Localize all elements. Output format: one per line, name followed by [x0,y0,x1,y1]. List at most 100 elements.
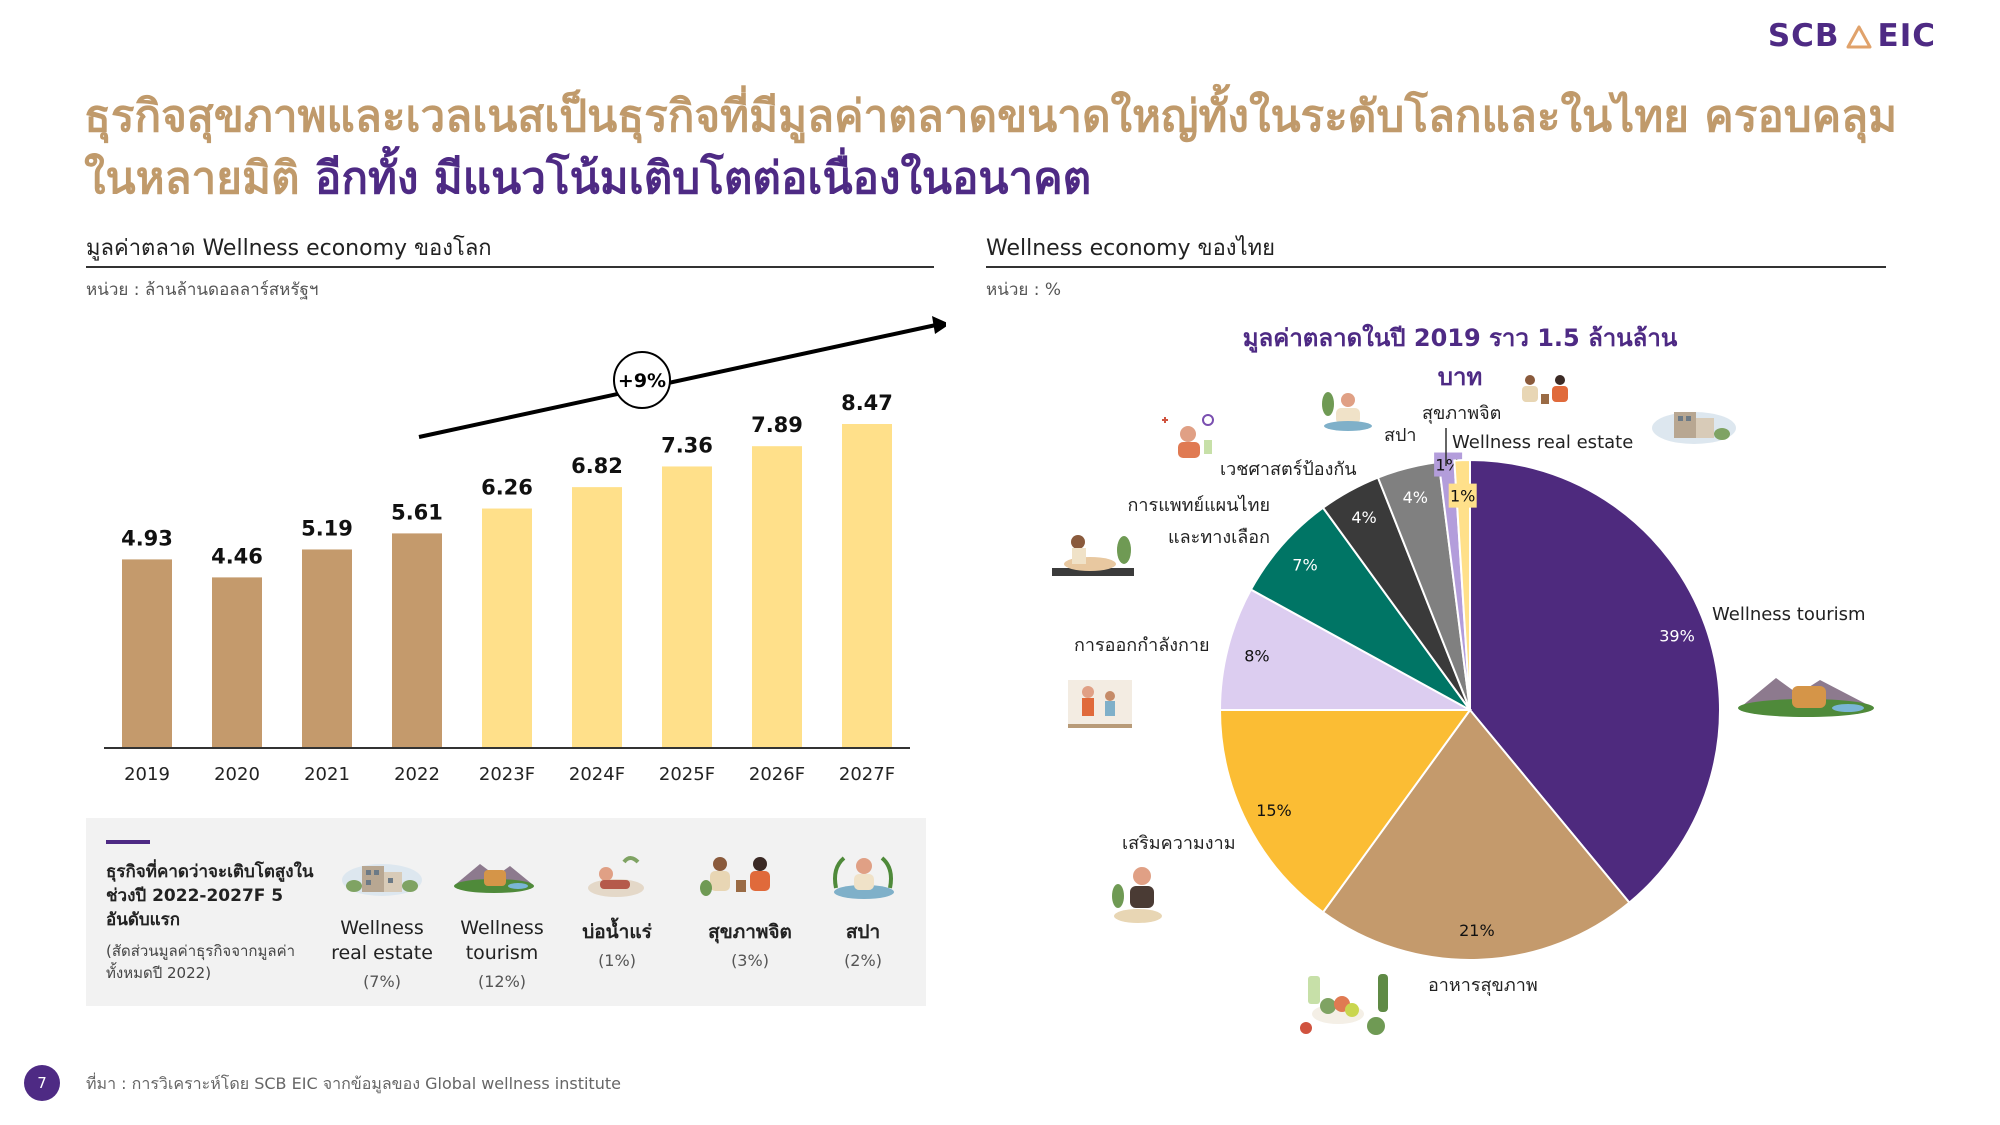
pie-slice [1218,588,1471,711]
growth-item-pct: (7%) [363,972,401,991]
pie-label-preventive-medicine: เวชศาสตร์ป้องกัน [1220,459,1357,480]
traditional-medicine-illustration [1052,535,1134,576]
bar-2024F [572,487,622,748]
growth-item-real-estate: Wellness real estate (7%) [317,916,447,991]
bar-value-label: 7.36 [661,433,713,457]
x-tick-label: 2024F [569,764,625,785]
growth-item-tourism: Wellness tourism (12%) [437,916,567,991]
x-tick-label: 2022 [394,764,440,785]
growth-item-pct: (12%) [477,972,527,991]
spa-illustration [833,856,894,899]
world-market-divider [86,266,934,268]
pie-value-label: 1% [1450,487,1475,506]
bar-value-label: 4.93 [121,526,173,550]
x-tick-label: 2027F [839,764,895,785]
top-growth-note: (สัดส่วนมูลค่าธุรกิจจากมูลค่าทั้งหมดปี 2… [106,942,296,982]
bar-2027F [842,424,892,748]
page-number: 7 [24,1065,60,1101]
thai-market-unit: หน่วย : % [986,280,1062,300]
world-wellness-bar-chart: 4.93 2019 4.46 2020 5.19 2021 5.61 2022 6.26 2023… [104,316,946,785]
growth-item-spa: สปา (2%) [798,920,928,970]
bar-2026F [752,446,802,748]
pie-label-healthy-food: อาหารสุขภาพ [1428,975,1538,996]
top-growth-panel [86,818,926,1006]
preventive-medicine-illustration [1162,414,1214,458]
thai-wellness-pie-chart: 39%21%15%8%7%4%4%1%1% [1218,452,1721,961]
bar-2023F [482,508,532,748]
pie-label-spa: สปา [1384,425,1417,446]
growth-item-name: Wellness real estate [331,917,433,964]
bar-value-label: 5.61 [391,500,443,524]
thai-market-divider [986,266,1886,268]
pie-label-wellness-tourism: Wellness tourism [1712,604,1866,625]
bar-value-label: 8.47 [841,391,893,415]
pie-value-label: 39% [1659,626,1695,645]
exercise-illustration [1068,680,1132,728]
growth-item-pct: (2%) [844,951,882,970]
top-growth-title: ธุรกิจที่คาดว่าจะเติบโตสูงในช่วงปี 2022-… [106,862,314,930]
growth-item-name: บ่อน้ำแร่ [582,921,652,943]
pie-value-label: 8% [1244,646,1269,665]
beauty-illustration [1112,867,1162,923]
x-tick-label: 2026F [749,764,805,785]
real-estate-illustration [342,864,422,896]
x-tick-label: 2019 [124,764,170,785]
logo-scb-text: SCB [1767,18,1840,54]
pie-value-label: 21% [1459,921,1495,940]
real-estate-slice-illustration [1652,412,1736,444]
world-market-unit: หน่วย : ล้านล้านดอลลาร์สหรัฐฯ [86,280,319,300]
page-headline: ธุรกิจสุขภาพและเวลเนสเป็นธุรกิจที่มีมูลค… [84,86,1924,210]
pie-leader-line [1445,428,1447,466]
pie-slice [1249,506,1471,711]
wellness-tourism-illustration [1738,678,1874,717]
house-icon [1846,25,1872,49]
pie-value-label: 4% [1403,488,1428,507]
growth-item-hot-spring: บ่อน้ำแร่ (1%) [552,920,682,970]
logo-eic-text: EIC [1877,18,1936,54]
world-market-title: มูลค่าตลาด Wellness economy ของโลก [86,236,492,261]
thai-market-title: Wellness economy ของไทย [986,236,1276,261]
pie-label-exercise: การออกกำลังกาย [1074,635,1210,656]
source-note: ที่มา : การวิเคราะห์โดย SCB EIC จากข้อมู… [86,1074,621,1093]
pie-label-mental-health: สุขภาพจิต [1422,403,1502,424]
pie-value-label: 4% [1351,508,1376,527]
scb-eic-logo: SCB EIC [1768,18,1936,54]
pie-slice [1453,458,1471,711]
growth-item-name: Wellness tourism [460,917,544,964]
hot-spring-illustration [588,856,644,897]
top-growth-accent-bar [106,840,150,844]
headline-line-2: ในหลายมิติ อีกทั้ง มีแนวโน้มเติบโตต่อเนื… [84,148,1924,210]
bar-2019 [122,559,172,748]
pie-chart-title: มูลค่าตลาดในปี 2019 ราว 1.5 ล้านล้านบาท [1242,324,1678,391]
headline-line-1: ธุรกิจสุขภาพและเวลเนสเป็นธุรกิจที่มีมูลค… [84,91,1898,142]
bar-value-label: 7.89 [751,413,803,437]
bar-2020 [212,577,262,748]
pie-label-beauty: เสริมความงาม [1122,833,1236,854]
x-tick-label: 2023F [479,764,535,785]
mental-health-slice-illustration [1522,375,1568,404]
bar-2022 [392,533,442,748]
mental-health-illustration [700,857,770,896]
x-tick-label: 2021 [304,764,350,785]
growth-item-mental-health: สุขภาพจิต (3%) [685,920,815,970]
spa-slice-illustration [1322,392,1372,431]
tourism-illustration [454,864,534,893]
growth-trend-arrow [418,323,937,439]
pie-small-label-box [1448,483,1477,508]
bar-value-label: 5.19 [301,516,353,540]
bar-2021 [302,549,352,748]
growth-badge-circle [613,351,671,409]
pie-value-label: 7% [1292,556,1317,575]
growth-annotation: +9% [618,370,666,392]
x-tick-label: 2020 [214,764,260,785]
growth-arrow-head [932,316,946,334]
pie-slice [1321,708,1631,961]
bar-value-label: 6.26 [481,476,533,500]
x-tick-label: 2025F [659,764,715,785]
pie-label-traditional-medicine: การแพทย์แผนไทยและทางเลือก [1127,495,1270,548]
growth-item-pct: (3%) [731,951,769,970]
pie-slice [1469,458,1721,905]
growth-item-name: สปา [845,921,881,943]
pie-value-label: 15% [1256,801,1292,820]
headline-line-2b: อีกทั้ง มีแนวโน้มเติบโตต่อเนื่องในอนาคต [299,153,1092,204]
